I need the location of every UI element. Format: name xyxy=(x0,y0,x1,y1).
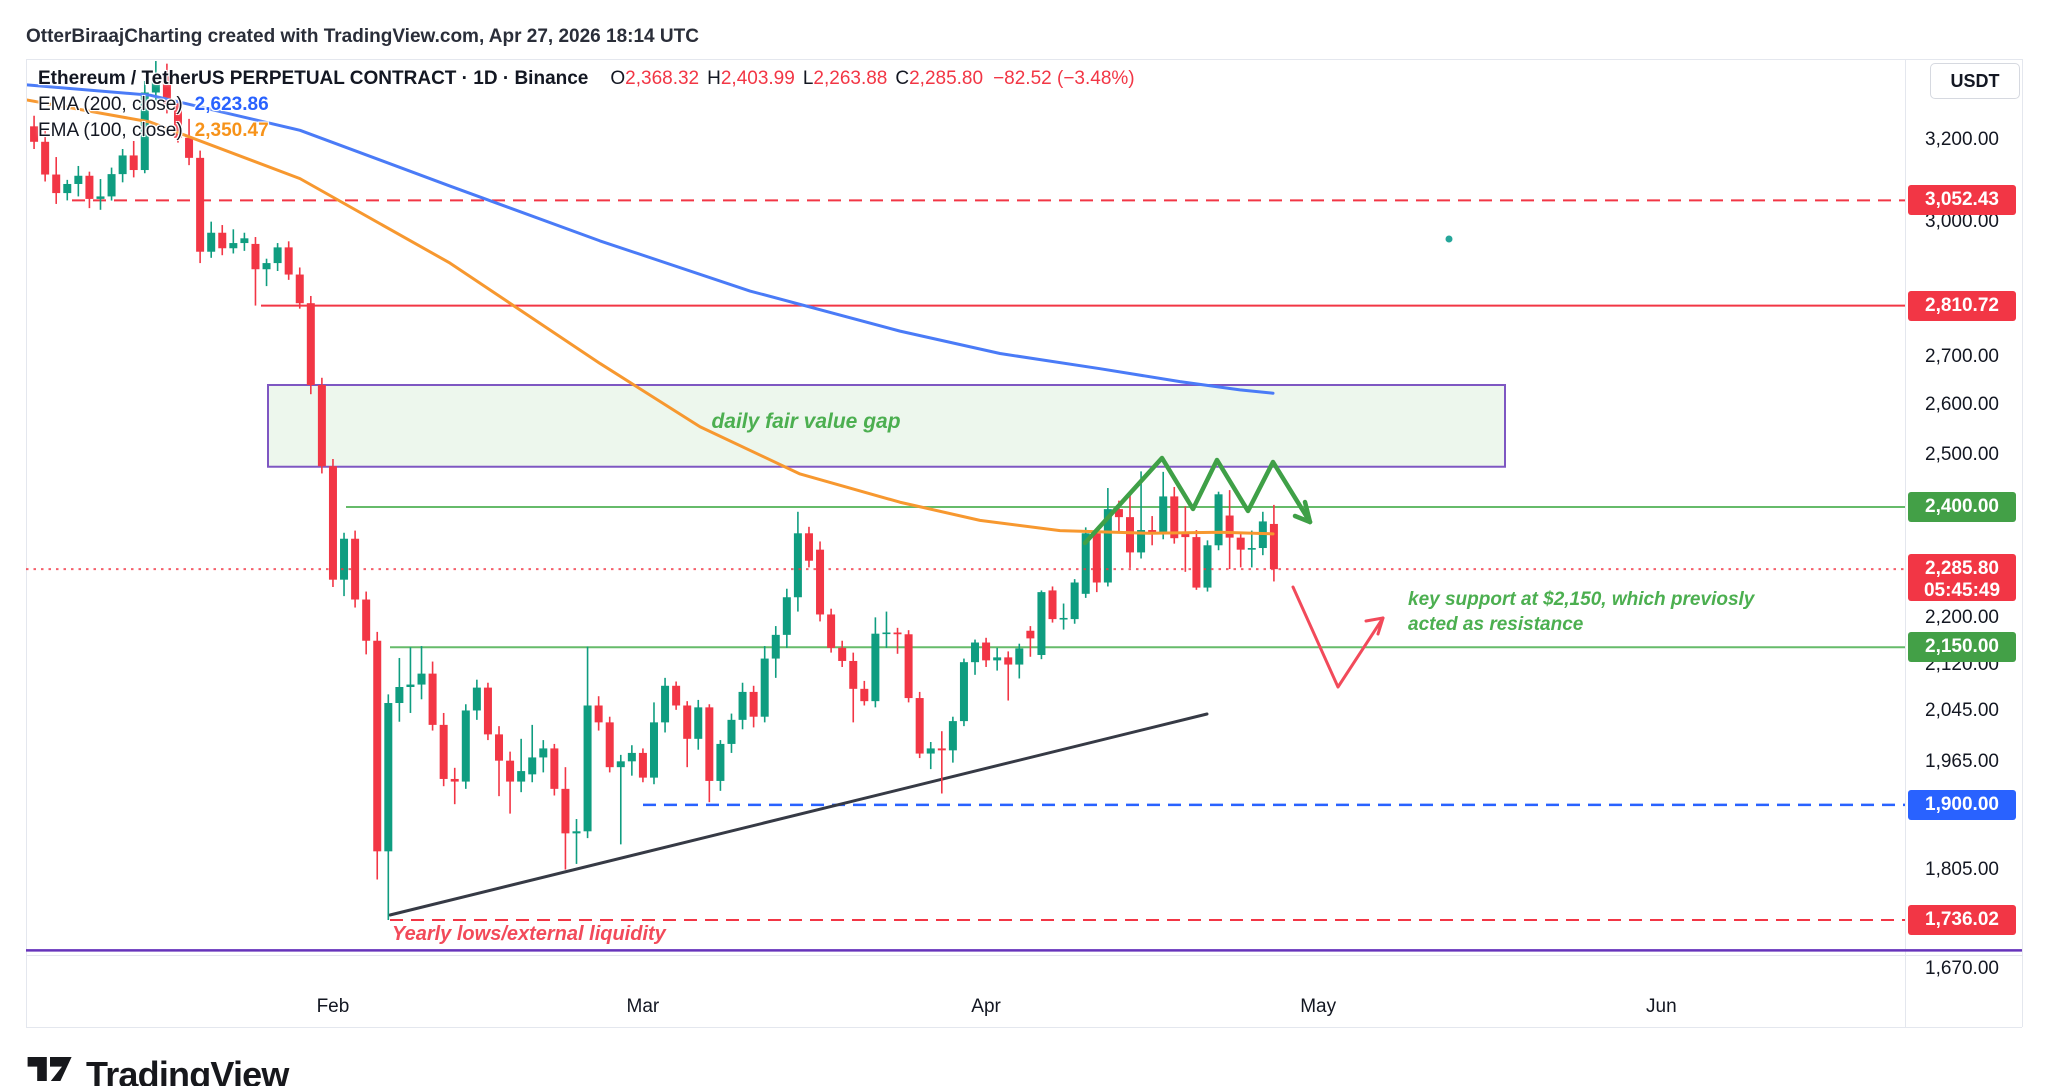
price-tick-label: 1,805.00 xyxy=(1925,859,1999,881)
zigzag-arrowhead[interactable] xyxy=(1302,499,1313,525)
price-level-badge: 2,400.00 xyxy=(1908,492,2016,522)
price-tick-label: 2,700.00 xyxy=(1925,345,1999,367)
open-value: 2,368.32 xyxy=(625,68,700,89)
price-level-badge: 1,736.02 xyxy=(1908,904,2016,935)
price-level-badge: 3,052.43 xyxy=(1908,185,2016,216)
low-value: 2,263.88 xyxy=(813,68,888,89)
price-level-badge: 2,810.72 xyxy=(1908,290,2016,321)
fvg-label[interactable]: daily fair value gap xyxy=(711,410,901,433)
open-label: O xyxy=(610,68,626,89)
price-tick-label: 1,965.00 xyxy=(1925,750,1999,772)
legend-indicator-row-ema100: EMA (100, close) 2,350.47 xyxy=(38,118,1135,144)
fvg-box[interactable] xyxy=(267,383,1506,468)
price-level-badge: 1,900.00 xyxy=(1908,789,2016,820)
current-price-badge: 2,285.80 05:45:49 xyxy=(1908,554,2016,602)
price-tick-label: 1,670.00 xyxy=(1925,958,1999,980)
panel-top-border xyxy=(26,59,2022,60)
support-bounce-arrowhead[interactable] xyxy=(1364,616,1385,623)
time-axis[interactable]: Feb Mar Apr May Jun xyxy=(26,955,2022,1027)
candles-group[interactable] xyxy=(19,61,1278,920)
price-tick-label: 2,600.00 xyxy=(1925,393,1999,415)
time-axis-label-jun: Jun xyxy=(1646,996,1677,1017)
paint-dot[interactable] xyxy=(1445,235,1453,243)
high-value: 2,403.99 xyxy=(720,68,795,89)
price-axis[interactable]: USDT 3,200.00 3,000.00 2,700.00 2,600.00 2,5… xyxy=(1905,59,2048,1027)
chart-legend: Ethereum / TetherUS PERPETUAL CONTRACT ·… xyxy=(38,66,1135,144)
time-axis-label-feb: Feb xyxy=(316,996,350,1017)
panel-right-border xyxy=(2022,59,2023,1027)
close-label: C xyxy=(895,68,910,89)
yearly-lows-note[interactable]: Yearly lows/external liquidity xyxy=(392,923,666,945)
tradingview-logo-text: TradingView xyxy=(86,1054,289,1086)
change-value: −82.52 (−3.48%) xyxy=(993,68,1135,89)
panel-bottom-border xyxy=(26,1027,2022,1028)
time-axis-separator xyxy=(26,955,2022,956)
ema100-label[interactable]: EMA (100, close) xyxy=(38,120,183,141)
close-value: 2,285.80 xyxy=(909,68,984,89)
legend-symbol-row: Ethereum / TetherUS PERPETUAL CONTRACT ·… xyxy=(38,66,1135,92)
time-axis-label-mar: Mar xyxy=(626,996,660,1017)
price-axis-separator xyxy=(1905,59,1906,1027)
price-tick-label: 3,200.00 xyxy=(1925,129,1999,151)
ema100-value: 2,350.47 xyxy=(194,120,269,141)
tradingview-logo[interactable]: TradingView xyxy=(26,1052,289,1086)
panel-left-border xyxy=(26,59,27,1027)
support-note-line2[interactable]: acted as resistance xyxy=(1408,614,1584,635)
support-note-line1[interactable]: key support at $2,150, which previosly xyxy=(1408,589,1755,610)
currency-toggle-button[interactable]: USDT xyxy=(1930,63,2020,99)
price-tick-label: 3,000.00 xyxy=(1925,211,1999,233)
ema200-label[interactable]: EMA (200, close) xyxy=(38,94,183,115)
time-axis-label-apr: Apr xyxy=(971,996,1001,1017)
copyright-attribution: OtterBiraajCharting created with Trading… xyxy=(26,26,699,47)
legend-indicator-row-ema200: EMA (200, close) 2,623.86 xyxy=(38,92,1135,118)
support-bounce-arrowhead[interactable] xyxy=(1376,616,1385,636)
price-tick-label: 2,200.00 xyxy=(1925,606,1999,628)
zigzag-arrow[interactable] xyxy=(1082,455,1313,546)
price-level-badge: 2,150.00 xyxy=(1908,632,2016,663)
trend-line[interactable] xyxy=(388,712,1209,917)
symbol-title[interactable]: Ethereum / TetherUS PERPETUAL CONTRACT ·… xyxy=(38,68,589,89)
tradingview-logo-icon xyxy=(27,1057,72,1081)
support-bounce-arrow[interactable] xyxy=(1291,585,1385,689)
ema200-value: 2,623.86 xyxy=(194,94,269,115)
time-axis-label-may: May xyxy=(1300,996,1337,1017)
low-label: L xyxy=(802,68,814,89)
high-label: H xyxy=(707,68,721,89)
price-tick-label: 2,045.00 xyxy=(1925,700,1999,722)
price-tick-label: 2,500.00 xyxy=(1925,443,1999,465)
